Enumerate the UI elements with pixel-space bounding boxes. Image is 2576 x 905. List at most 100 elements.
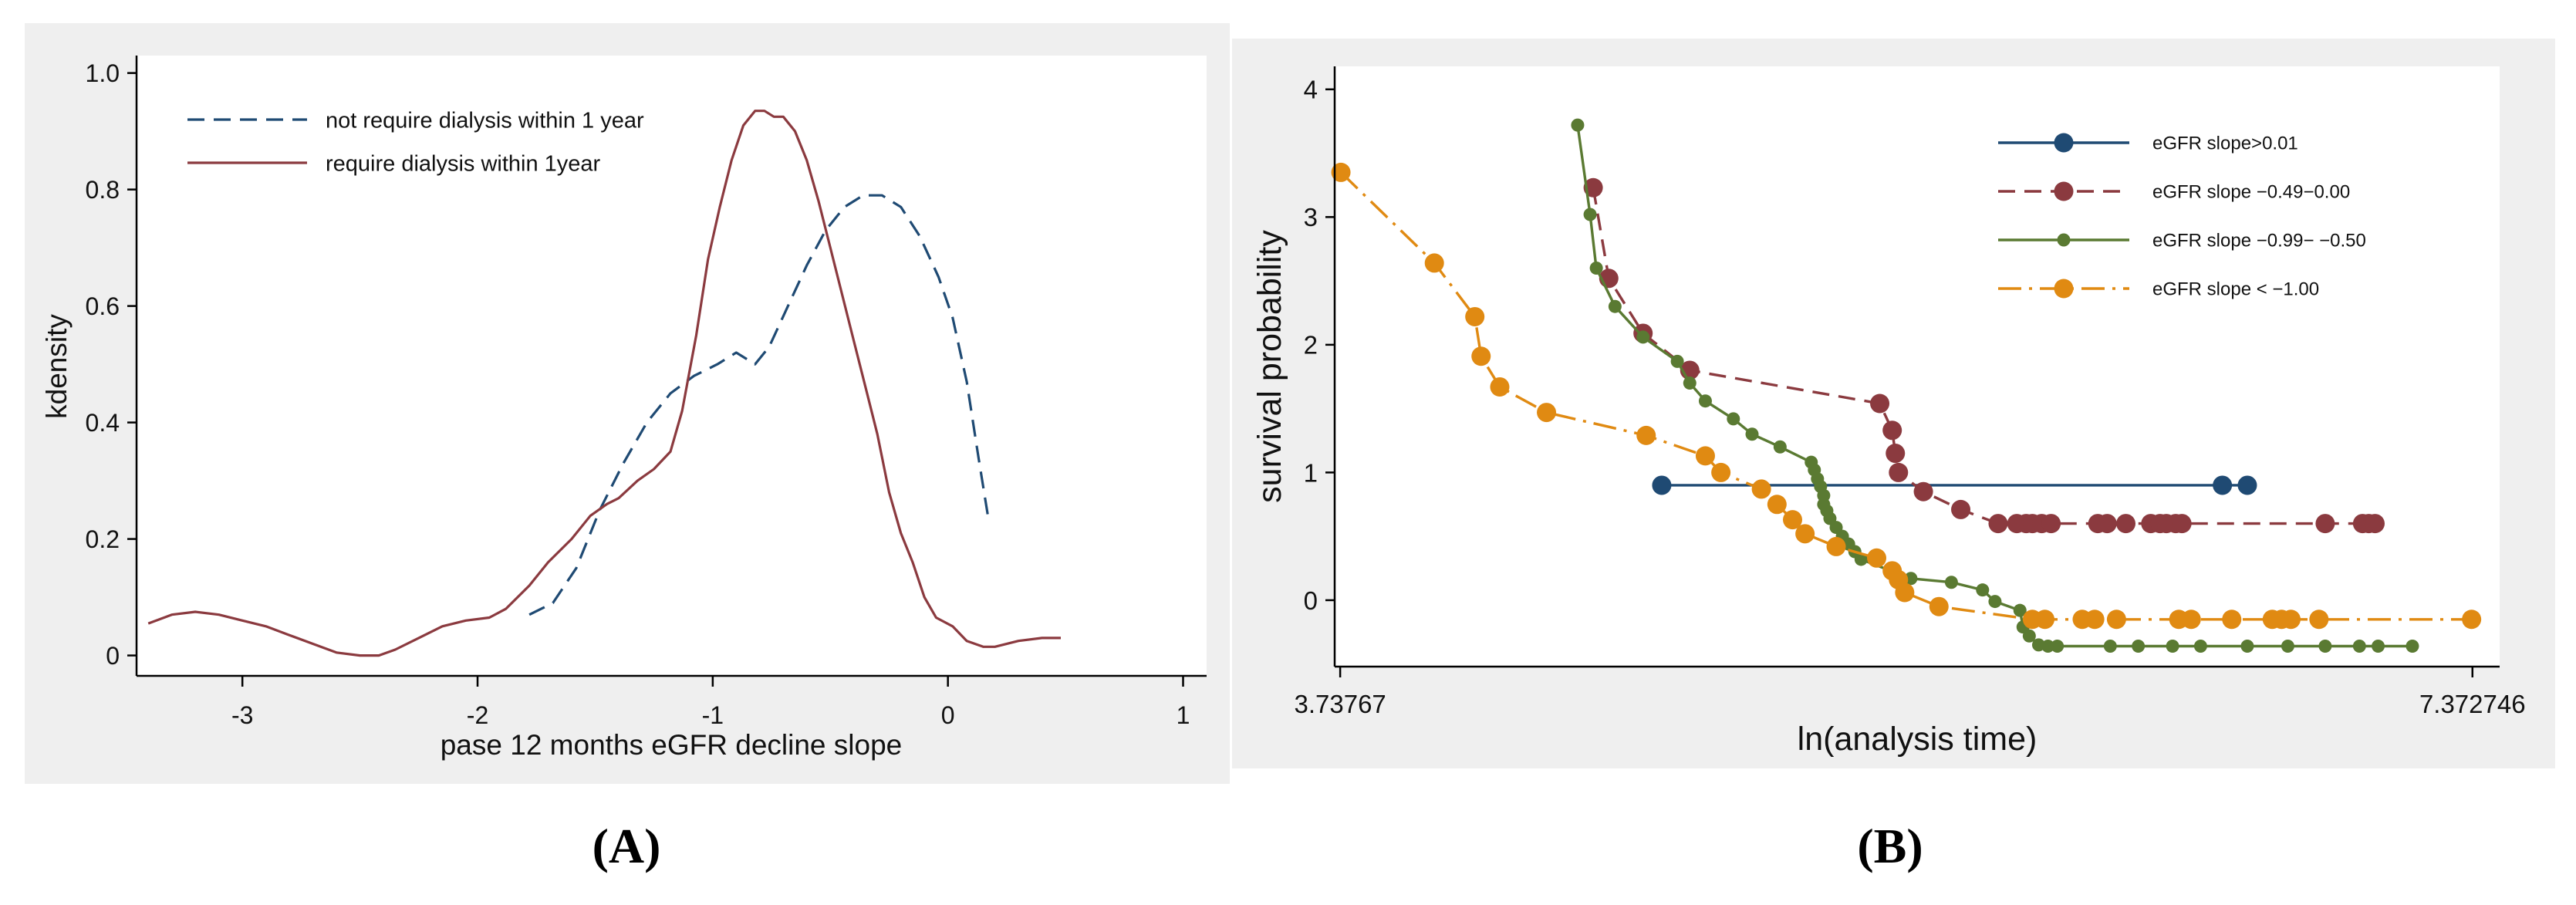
series-4-marker <box>2281 610 2301 630</box>
series-line-1 <box>528 194 990 616</box>
series-3-marker <box>2103 640 2117 653</box>
y-tick-label: 0.6 <box>86 292 120 320</box>
series-2-marker <box>1882 420 1902 441</box>
series-3-marker <box>1773 440 1787 454</box>
panel-a-x-axis-title: pase 12 months eGFR decline slope <box>441 729 903 761</box>
panel-b-x-axis-title: ln(analysis time) <box>1798 721 2038 758</box>
series-3-marker <box>1944 576 1958 589</box>
panel-b-plot-area <box>1335 66 2500 667</box>
series-2-marker <box>2365 514 2385 534</box>
series-4-marker <box>1465 306 1485 326</box>
series-4-marker <box>1331 162 1351 182</box>
series-4-marker <box>2085 610 2105 630</box>
series-4-marker <box>1424 253 1444 273</box>
series-4-marker <box>1751 479 1771 499</box>
y-tick-label: 0.2 <box>86 525 120 553</box>
series-3-marker <box>2372 640 2385 653</box>
series-1-marker <box>2213 475 2233 495</box>
series-3-marker <box>1670 354 1684 368</box>
series-3-marker <box>2041 640 2055 653</box>
series-3-marker <box>1608 299 1622 313</box>
series-4-marker <box>1867 548 1887 568</box>
series-4-marker <box>1895 583 1915 603</box>
series-3-marker <box>2352 640 2366 653</box>
x-tick-label: -3 <box>231 701 253 729</box>
series-2-marker <box>2172 514 2192 534</box>
x-tick-label: 3.73767 <box>1294 690 1386 718</box>
legend-label-1: eGFR slope>0.01 <box>2152 133 2298 154</box>
series-3-marker <box>1976 583 1990 597</box>
series-3-marker <box>1636 330 1650 344</box>
series-4-marker <box>1783 510 1803 530</box>
series-2-marker <box>2315 514 2335 534</box>
legend-label-2: eGFR slope −0.49−0.00 <box>2152 182 2350 203</box>
y-tick-label: 0.8 <box>86 176 120 204</box>
series-3-marker <box>2281 640 2294 653</box>
series-4-marker <box>2035 610 2055 630</box>
series-3-marker <box>2022 629 2036 643</box>
x-tick-label: -2 <box>467 701 488 729</box>
series-4-marker <box>2181 610 2201 630</box>
series-3-marker <box>1683 377 1697 390</box>
series-3-marker <box>2166 640 2179 653</box>
series-4-marker <box>2222 610 2242 630</box>
series-2-marker <box>1913 481 1933 501</box>
series-2-marker <box>1889 462 1909 482</box>
series-4-marker <box>2106 610 2126 630</box>
series-4-marker <box>1695 446 1715 466</box>
series-2-marker <box>1583 177 1603 198</box>
series-3-marker <box>1571 118 1585 132</box>
series-1-marker <box>1652 475 1672 495</box>
x-tick-label: 7.372746 <box>2419 690 2526 718</box>
series-3-marker <box>2193 640 2207 653</box>
series-3-marker <box>1589 262 1603 275</box>
panel-a-kdensity-chart: -3 -2 -1 0 1 0 0.2 0.4 0.6 0.8 1.0 pase 12 months… <box>25 23 1230 873</box>
series-4-marker <box>1767 495 1787 515</box>
series-4-marker <box>1537 403 1557 423</box>
series-3-marker <box>2132 640 2146 653</box>
series-2-marker <box>1951 499 1971 519</box>
series-3-marker <box>2240 640 2254 653</box>
legend-label-2: require dialysis within 1year <box>326 151 601 176</box>
panel-a-legend: not require dialysis within 1 year requir… <box>187 108 644 176</box>
series-1-marker <box>2237 475 2257 495</box>
y-tick-label: 0.4 <box>86 409 120 437</box>
series-3-marker <box>1583 208 1597 221</box>
series-4-marker <box>2309 610 2329 630</box>
y-tick-label: 3 <box>1304 203 1318 231</box>
panel-b-label: (B) <box>1857 819 1923 873</box>
series-3-marker <box>1854 552 1868 566</box>
series-3-marker <box>2013 603 2027 617</box>
series-2-marker <box>1870 393 1890 414</box>
series-4-marker <box>1711 462 1731 482</box>
y-tick-label: 1 <box>1304 458 1318 487</box>
series-4-marker <box>1795 524 1815 544</box>
x-tick-label: 1 <box>1177 701 1190 729</box>
series-2-marker <box>2041 514 2061 534</box>
series-3-marker <box>1988 595 2002 609</box>
series-4-marker <box>1490 377 1510 397</box>
series-4-marker <box>1826 536 1846 556</box>
series-line-2 <box>147 110 1061 657</box>
series-2-marker <box>1988 514 2008 534</box>
y-tick-label: 2 <box>1304 331 1318 360</box>
series-4-marker <box>1636 425 1656 445</box>
series-3-marker <box>1727 412 1740 426</box>
series-4-marker <box>1929 596 1949 616</box>
y-tick-label: 4 <box>1304 76 1318 104</box>
legend-marker-2 <box>2054 181 2074 201</box>
panel-b-legend: eGFR slope>0.01 eGFR slope −0.49−0.00 eGFR… <box>1998 133 2366 300</box>
y-tick-label: 0 <box>1304 586 1318 615</box>
y-tick-label: 1.0 <box>86 59 120 87</box>
y-tick-label: 0 <box>106 642 120 670</box>
series-3-marker <box>1745 427 1759 441</box>
series-3-marker <box>2318 640 2332 653</box>
legend-label-3: eGFR slope −0.99− −0.50 <box>2152 231 2366 252</box>
series-2-marker <box>2116 514 2136 534</box>
series-3-marker <box>1698 394 1712 408</box>
legend-label-1: not require dialysis within 1 year <box>326 108 644 133</box>
series-3-marker <box>2406 640 2419 653</box>
x-tick-label: -1 <box>702 701 724 729</box>
legend-label-4: eGFR slope < −1.00 <box>2152 279 2319 300</box>
